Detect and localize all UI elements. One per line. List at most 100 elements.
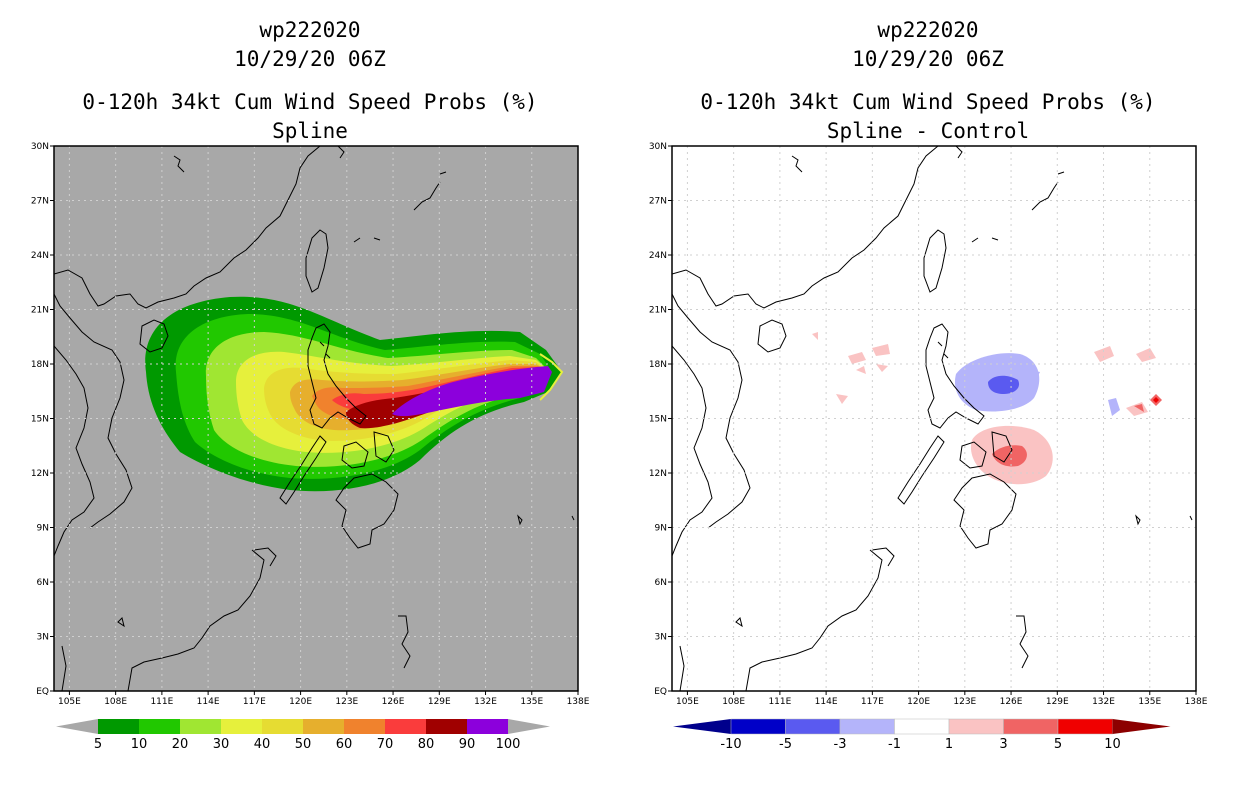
lat-tick-label: 15N [31,415,49,425]
colorbar-label: 3 [999,737,1007,752]
colorbar-swatch [139,719,180,734]
colorbar-swatch [1003,718,1059,735]
lat-tick-label: 15N [649,415,667,425]
lon-tick-label: 105E [676,697,699,707]
colorbar-label: 50 [295,737,312,752]
lon-tick-label: 114E [197,697,220,707]
colorbar-label: -5 [779,737,792,752]
lon-tick-label: 135E [520,697,543,707]
right-subtitle: Spline - Control [826,119,1030,143]
right-lat-lon-grid [672,146,1196,691]
lat-tick-label: 21N [649,306,667,316]
colorbar-low-arrow [56,719,98,734]
colorbar-swatch [221,719,262,734]
lat-tick-label: 6N [655,578,667,588]
colorbar-label: 5 [1054,737,1062,752]
colorbar-swatch [894,718,950,735]
lat-tick-label: 9N [37,524,49,534]
lat-tick-label: 6N [37,578,49,588]
colorbar-label: 5 [94,737,102,752]
diff-positive-3-5 [992,445,1027,467]
lat-tick-label: EQ [654,687,667,697]
colorbar-label: 70 [377,737,394,752]
right-storm-id: wp222020 [877,18,979,42]
lat-tick-label: 24N [649,251,667,261]
lon-tick-label: 117E [861,697,884,707]
right-colorbar: -10 -5 -3 -1 1 3 5 10 [673,718,1171,752]
left-lat-lon-grid [54,146,578,691]
left-product-title: 0-120h 34kt Cum Wind Speed Probs (%) [82,90,538,114]
colorbar-label: -1 [888,737,901,752]
lat-tick-label: 27N [31,197,49,207]
diff-positive-small-4 [1134,404,1144,412]
left-probability-contours [54,146,575,691]
diff-positive-small-10 [876,364,888,372]
diff-positive-small-2 [1136,348,1156,362]
left-storm-id: wp222020 [259,18,361,42]
colorbar-label: -10 [720,737,741,752]
lon-tick-label: 117E [243,697,266,707]
colorbar-label: -3 [834,737,847,752]
lat-tick-label: 27N [649,197,667,207]
colorbar-swatch [303,719,344,734]
colorbar-swatch [344,719,385,734]
lat-tick-label: 24N [31,251,49,261]
diff-positive-small-8 [872,344,890,356]
diff-positive-small-12 [856,366,866,374]
diff-positive-small-6 [1153,397,1159,403]
lat-tick-label: 3N [37,633,49,643]
lon-tick-label: 120E [907,697,930,707]
diff-positive-small-11 [812,332,818,340]
lon-tick-label: 135E [1138,697,1161,707]
diff-positive-small-9 [836,394,848,404]
lon-tick-label: 105E [58,697,81,707]
lon-tick-label: 138E [1185,697,1208,707]
colorbar-swatch [98,719,139,734]
colorbar-high-arrow [508,719,550,734]
colorbar-label: 30 [213,737,230,752]
colorbar-swatch [426,719,467,734]
lon-tick-label: 123E [953,697,976,707]
lon-tick-label: 108E [722,697,745,707]
right-difference-contours [672,146,1193,691]
colorbar-swatch [839,718,895,735]
colorbar-label: 40 [254,737,271,752]
lon-tick-label: 108E [104,697,127,707]
lon-tick-label: 126E [1000,697,1023,707]
colorbar-label: 10 [1104,737,1121,752]
lat-tick-label: 18N [31,360,49,370]
lat-tick-label: 9N [655,524,667,534]
lon-tick-label: 111E [150,697,173,707]
colorbar-swatch [262,719,303,734]
colorbar-label: 1 [945,737,953,752]
lat-tick-label: 12N [31,469,49,479]
right-panel-subtitle: 0-120h 34kt Cum Wind Speed Probs (%) Spl… [648,88,1208,146]
lon-tick-label: 114E [815,697,838,707]
colorbar-swatch [385,719,426,734]
right-map-panel: 30N 27N 24N 21N 18N 15N 12N 9N 6N 3N EQ 105E 108E 111… [649,142,1208,707]
colorbar-swatch [180,719,221,734]
left-subtitle: Spline [272,119,348,143]
left-map-panel: 30N 27N 24N 21N 18N 15N 12N 9N 6N 3N EQ 105E 108E 111… [31,142,590,707]
colorbar-high-arrow [1112,719,1171,734]
colorbar-low-arrow [673,719,731,734]
colorbar-swatch [467,719,508,734]
left-datetime: 10/29/20 06Z [234,47,386,71]
right-axis-labels: 30N 27N 24N 21N 18N 15N 12N 9N 6N 3N EQ 105E 108E 111… [649,142,1208,707]
colorbar-label: 100 [496,737,521,752]
lon-tick-label: 132E [474,697,497,707]
left-panel-subtitle: 0-120h 34kt Cum Wind Speed Probs (%) Spl… [30,88,590,146]
lat-tick-label: 12N [649,469,667,479]
right-panel-title: wp222020 10/29/20 06Z [648,16,1208,74]
lat-tick-label: 30N [31,142,49,152]
diff-negative-3-5 [988,375,1020,394]
right-datetime: 10/29/20 06Z [852,47,1004,71]
lon-tick-label: 111E [768,697,791,707]
colorbar-label: 80 [418,737,435,752]
left-colorbar: 5 10 20 30 40 50 60 70 80 90 100 [56,719,550,752]
diff-positive-small-3 [1126,402,1148,416]
left-panel-title: wp222020 10/29/20 06Z [30,16,590,74]
prob-contour-edge [539,353,564,401]
lon-tick-label: 138E [567,697,590,707]
